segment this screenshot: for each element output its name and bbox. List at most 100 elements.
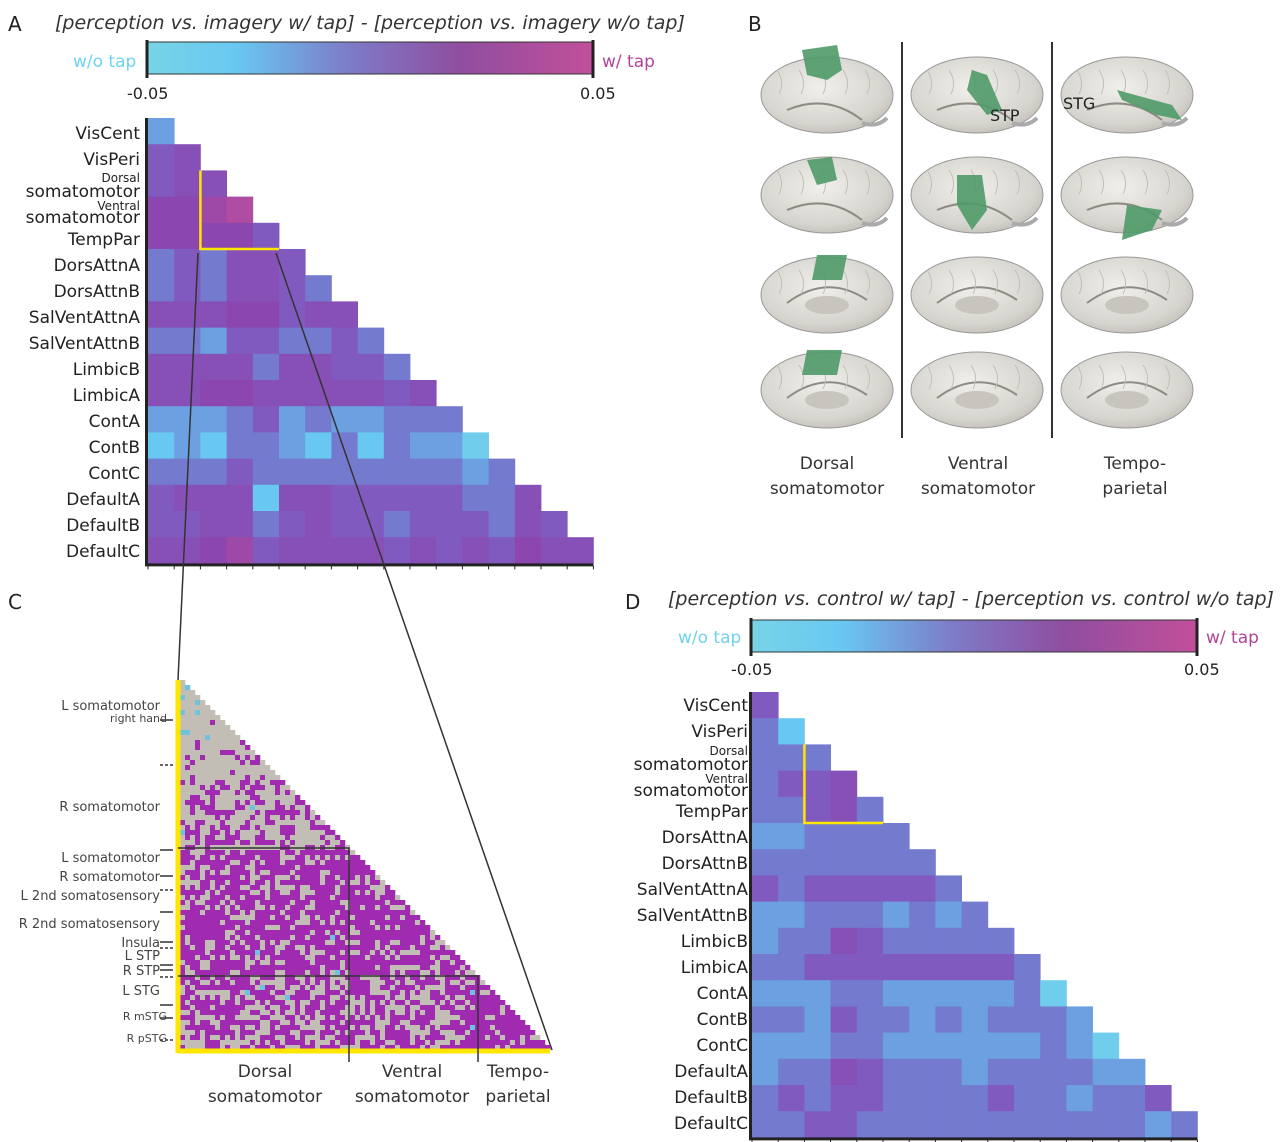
c-cell-46-46 bbox=[410, 910, 416, 916]
c-cell-71-7 bbox=[215, 1035, 221, 1041]
c-cell-47-40 bbox=[380, 915, 386, 921]
c-cell-42-5 bbox=[205, 890, 211, 896]
c-cell-66-41 bbox=[385, 1010, 391, 1016]
c-cell-41-2 bbox=[190, 885, 196, 891]
c-cell-39-2 bbox=[190, 875, 196, 881]
c-cell-49-1 bbox=[185, 925, 191, 931]
c-cell-48-28 bbox=[320, 920, 326, 926]
c-cell-57-41 bbox=[385, 965, 391, 971]
c-cell-66-28 bbox=[320, 1010, 326, 1016]
c-cell-71-48 bbox=[420, 1035, 426, 1041]
d-cell-8-0 bbox=[752, 901, 779, 929]
panel-c-letter: C bbox=[8, 590, 22, 614]
c-cell-63-18 bbox=[270, 995, 276, 1001]
c-cell-56-30 bbox=[330, 960, 336, 966]
d-cell-11-7 bbox=[935, 980, 962, 1007]
c-cell-65-29 bbox=[325, 1005, 331, 1011]
d-cell-7-4 bbox=[856, 875, 884, 902]
c-cell-51-22 bbox=[290, 935, 296, 941]
c-cell-65-27 bbox=[315, 1005, 321, 1011]
c-cell-42-19 bbox=[275, 890, 281, 896]
c-cell-67-61 bbox=[485, 1015, 491, 1021]
c-cell-59-58 bbox=[470, 975, 476, 981]
c-cell-58-9 bbox=[225, 970, 231, 976]
a-cell-16-14 bbox=[514, 537, 542, 564]
c-cell-64-4 bbox=[200, 1000, 206, 1006]
c-cell-63-3 bbox=[195, 995, 201, 1001]
a-cell-12-9 bbox=[383, 432, 411, 459]
c-cell-46-17 bbox=[265, 910, 271, 916]
c-cell-26-17 bbox=[265, 810, 271, 816]
c-cell-53-19 bbox=[275, 945, 281, 951]
c-cell-36-6 bbox=[210, 860, 216, 866]
c-cell-15-7 bbox=[215, 755, 221, 761]
c-cell-51-26 bbox=[310, 935, 316, 941]
c-cell-37-6 bbox=[210, 865, 216, 871]
c-cell-45-3 bbox=[195, 905, 201, 911]
c-cell-56-18 bbox=[270, 960, 276, 966]
c-cell-53-37 bbox=[365, 945, 371, 951]
a-cell-6-2 bbox=[200, 275, 227, 302]
c-cell-43-0 bbox=[180, 895, 186, 901]
c-cell-55-54 bbox=[450, 955, 456, 961]
c-cell-65-4 bbox=[200, 1005, 206, 1011]
c-cell-7-4 bbox=[200, 715, 206, 721]
c-cell-37-37 bbox=[365, 865, 371, 871]
c-cell-65-0 bbox=[180, 1005, 186, 1011]
d-cell-11-3 bbox=[830, 980, 858, 1007]
c-cell-69-46 bbox=[410, 1025, 416, 1031]
c-cell-69-26 bbox=[310, 1025, 316, 1031]
c-cell-70-33 bbox=[345, 1030, 351, 1036]
c-cell-57-40 bbox=[380, 965, 386, 971]
c-cell-59-20 bbox=[280, 975, 286, 981]
a-cell-16-9 bbox=[383, 537, 411, 564]
c-cell-59-22 bbox=[290, 975, 296, 981]
c-cell-48-42 bbox=[390, 920, 396, 926]
c-cell-55-51 bbox=[435, 955, 441, 961]
c-cell-50-34 bbox=[350, 930, 356, 936]
c-cell-53-39 bbox=[375, 945, 381, 951]
c-cell-52-52 bbox=[440, 940, 446, 946]
c-cell-23-4 bbox=[200, 795, 206, 801]
c-cell-58-14 bbox=[250, 970, 256, 976]
c-cell-34-26 bbox=[310, 850, 316, 856]
c-cell-49-40 bbox=[380, 925, 386, 931]
c-cell-38-21 bbox=[285, 870, 291, 876]
c-cell-70-24 bbox=[300, 1030, 306, 1036]
c-cell-66-12 bbox=[240, 1010, 246, 1016]
c-cell-47-9 bbox=[225, 915, 231, 921]
c-cell-67-63 bbox=[495, 1015, 501, 1021]
c-cell-45-42 bbox=[390, 905, 396, 911]
panel-c-label-ventral-line1: Ventral bbox=[381, 1062, 443, 1082]
a-cell-14-3 bbox=[226, 484, 254, 512]
c-cell-49-9 bbox=[225, 925, 231, 931]
c-cell-58-1 bbox=[185, 970, 191, 976]
c-cell-34-19 bbox=[275, 850, 281, 856]
c-cell-50-21 bbox=[285, 930, 291, 936]
c-cell-60-37 bbox=[365, 980, 371, 986]
c-cell-58-27 bbox=[315, 970, 321, 976]
c-cell-47-14 bbox=[250, 915, 256, 921]
c-cell-25-9 bbox=[225, 805, 231, 811]
c-cell-72-32 bbox=[340, 1040, 346, 1046]
c-cell-63-57 bbox=[465, 995, 471, 1001]
d-cell-9-3 bbox=[830, 927, 858, 955]
c-cell-50-16 bbox=[260, 930, 266, 936]
c-cell-53-21 bbox=[285, 945, 291, 951]
c-cell-51-1 bbox=[185, 935, 191, 941]
c-cell-15-6 bbox=[210, 755, 216, 761]
c-cell-70-48 bbox=[420, 1030, 426, 1036]
c-cell-72-31 bbox=[335, 1040, 341, 1046]
c-cell-67-7 bbox=[215, 1015, 221, 1021]
c-cell-67-9 bbox=[225, 1015, 231, 1021]
highlight-region-0-1 bbox=[807, 157, 837, 185]
c-cell-54-30 bbox=[330, 950, 336, 956]
c-cell-45-31 bbox=[335, 905, 341, 911]
a-cell-11-3 bbox=[226, 406, 254, 433]
c-cell-34-3 bbox=[195, 850, 201, 856]
c-cell-49-3 bbox=[195, 925, 201, 931]
c-cell-17-2 bbox=[190, 765, 196, 771]
a-cell-12-2 bbox=[200, 432, 227, 459]
c-cell-72-15 bbox=[255, 1040, 261, 1046]
c-cell-55-24 bbox=[300, 955, 306, 961]
